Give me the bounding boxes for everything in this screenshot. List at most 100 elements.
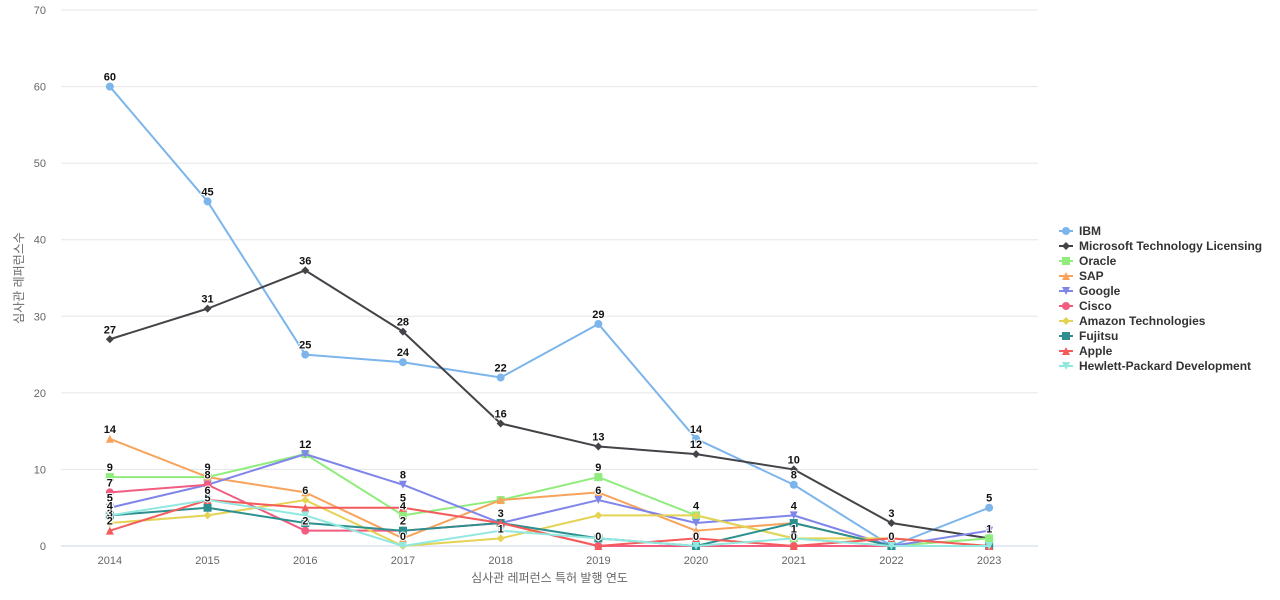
legend-label[interactable]: Apple: [1079, 344, 1113, 358]
data-point-google[interactable]: [594, 496, 603, 505]
data-point-microsoft-technology-licensing[interactable]: [496, 419, 505, 428]
data-point-apple[interactable]: [789, 542, 798, 550]
legend-label[interactable]: Oracle: [1079, 254, 1117, 268]
data-point-google[interactable]: [789, 511, 798, 520]
data-point-amazon-technologies[interactable]: [301, 496, 310, 505]
data-point-oracle[interactable]: [398, 511, 407, 520]
data-point-sap[interactable]: [692, 526, 701, 535]
series-line-fujitsu[interactable]: [108, 506, 991, 547]
legend-label[interactable]: Hewlett-Packard Development: [1079, 359, 1251, 373]
data-point-oracle[interactable]: [105, 473, 114, 482]
data-point-ibm[interactable]: [692, 434, 701, 443]
data-point-cisco[interactable]: [105, 488, 114, 497]
data-point-microsoft-technology-licensing[interactable]: [789, 465, 798, 474]
legend-item-ibm[interactable]: IBM: [1059, 224, 1101, 238]
data-point-google[interactable]: [105, 503, 114, 512]
data-point-apple[interactable]: [398, 503, 407, 512]
legend-item-microsoft-technology-licensing[interactable]: Microsoft Technology Licensing: [1059, 239, 1262, 253]
data-point-hewlett-packard-development[interactable]: [692, 542, 701, 550]
data-point-microsoft-technology-licensing[interactable]: [887, 519, 896, 528]
data-point-ibm[interactable]: [398, 358, 407, 367]
data-point-fujitsu[interactable]: [398, 526, 407, 535]
legend-item-apple[interactable]: Apple: [1059, 344, 1113, 358]
legend-label[interactable]: Google: [1079, 284, 1121, 298]
data-point-hewlett-packard-development[interactable]: [887, 542, 896, 550]
data-point-apple[interactable]: [692, 534, 701, 543]
legend-marker[interactable]: [1062, 332, 1070, 340]
data-point-hewlett-packard-development[interactable]: [105, 511, 114, 520]
data-point-microsoft-technology-licensing[interactable]: [105, 335, 114, 344]
legend-label[interactable]: Fujitsu: [1079, 329, 1118, 343]
data-point-google[interactable]: [985, 526, 994, 535]
legend-label[interactable]: SAP: [1079, 269, 1104, 283]
data-point-microsoft-technology-licensing[interactable]: [594, 442, 603, 451]
data-point-sap[interactable]: [301, 488, 310, 497]
data-point-sap[interactable]: [105, 434, 114, 443]
series-line-microsoft-technology-licensing[interactable]: [108, 269, 991, 540]
data-point-amazon-technologies[interactable]: [105, 519, 114, 528]
data-point-ibm[interactable]: [301, 350, 310, 359]
data-point-amazon-technologies[interactable]: [496, 534, 505, 543]
legend-marker[interactable]: [1062, 272, 1070, 280]
legend-item-google[interactable]: Google: [1059, 284, 1121, 298]
data-point-oracle[interactable]: [985, 534, 994, 543]
data-point-google[interactable]: [398, 480, 407, 489]
data-point-google[interactable]: [301, 450, 310, 459]
data-point-hewlett-packard-development[interactable]: [398, 542, 407, 550]
legend-label[interactable]: Amazon Technologies: [1079, 314, 1206, 328]
legend-marker[interactable]: [1062, 242, 1070, 250]
data-point-hewlett-packard-development[interactable]: [985, 542, 994, 550]
legend-item-amazon-technologies[interactable]: Amazon Technologies: [1059, 314, 1206, 328]
data-point-microsoft-technology-licensing[interactable]: [301, 266, 310, 275]
data-point-ibm[interactable]: [594, 319, 603, 328]
legend-item-fujitsu[interactable]: Fujitsu: [1059, 329, 1118, 343]
data-point-amazon-technologies[interactable]: [203, 511, 212, 520]
legend-label[interactable]: Cisco: [1079, 299, 1112, 313]
legend-marker[interactable]: [1062, 287, 1070, 295]
legend-marker[interactable]: [1062, 317, 1070, 325]
series-line-google[interactable]: [108, 453, 991, 547]
data-point-google[interactable]: [692, 519, 701, 528]
legend-item-hewlett-packard-development[interactable]: Hewlett-Packard Development: [1059, 359, 1251, 373]
series-line-ibm[interactable]: [108, 85, 991, 547]
legend-label[interactable]: IBM: [1079, 224, 1101, 238]
series-line-cisco[interactable]: [108, 483, 991, 547]
legend-item-cisco[interactable]: Cisco: [1059, 299, 1112, 313]
data-point-ibm[interactable]: [105, 82, 114, 91]
data-point-microsoft-technology-licensing[interactable]: [398, 327, 407, 336]
legend-marker[interactable]: [1062, 257, 1070, 265]
data-point-ibm[interactable]: [203, 197, 212, 206]
data-point-amazon-technologies[interactable]: [594, 511, 603, 520]
legend-marker[interactable]: [1062, 227, 1070, 235]
data-point-apple[interactable]: [301, 503, 310, 512]
data-point-hewlett-packard-development[interactable]: [594, 534, 603, 543]
series-line-amazon-technologies[interactable]: [108, 499, 991, 547]
data-point-cisco[interactable]: [203, 480, 212, 489]
legend-marker[interactable]: [1062, 347, 1070, 355]
data-point-sap[interactable]: [398, 534, 407, 543]
series-sap[interactable]: [105, 434, 994, 550]
data-point-apple[interactable]: [496, 519, 505, 528]
data-point-sap[interactable]: [594, 488, 603, 497]
legend-label[interactable]: Microsoft Technology Licensing: [1079, 239, 1262, 253]
data-point-oracle[interactable]: [594, 473, 603, 482]
data-point-hewlett-packard-development[interactable]: [203, 496, 212, 505]
legend-marker[interactable]: [1062, 362, 1070, 370]
data-point-cisco[interactable]: [301, 526, 310, 535]
legend-marker[interactable]: [1062, 302, 1070, 310]
legend-item-sap[interactable]: SAP: [1059, 269, 1104, 283]
data-point-microsoft-technology-licensing[interactable]: [692, 450, 701, 459]
data-point-fujitsu[interactable]: [301, 519, 310, 528]
series-microsoft-technology-licensing[interactable]: [105, 266, 994, 543]
legend-item-oracle[interactable]: Oracle: [1059, 254, 1117, 268]
data-point-microsoft-technology-licensing[interactable]: [203, 304, 212, 313]
data-point-hewlett-packard-development[interactable]: [301, 511, 310, 520]
series-line-hewlett-packard-development[interactable]: [108, 499, 991, 547]
data-point-ibm[interactable]: [496, 373, 505, 382]
data-point-ibm[interactable]: [985, 503, 994, 512]
data-point-amazon-technologies[interactable]: [692, 511, 701, 520]
data-point-sap[interactable]: [496, 496, 505, 505]
data-point-hewlett-packard-development[interactable]: [496, 526, 505, 535]
series-ibm[interactable]: [105, 82, 994, 550]
